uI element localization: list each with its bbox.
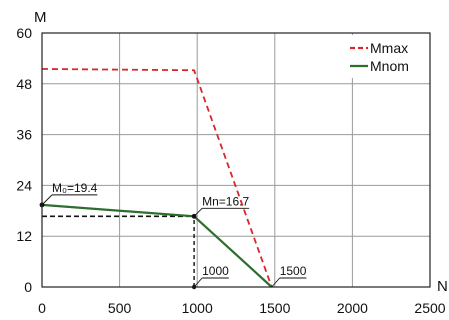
y-tick-label: 60 — [16, 25, 32, 41]
series-group — [39, 68, 273, 290]
annotation-label: 1000 — [202, 264, 229, 278]
legend: Mmax Mnom — [343, 35, 428, 78]
legend-label: Mmax — [370, 40, 408, 56]
x-tick-label: 2000 — [337, 300, 368, 316]
annotation-label: Mn=16.7 — [202, 194, 249, 208]
annotations: M₀=19.4 Mn=16.7 1000 1500 — [41, 181, 307, 288]
x-tick-label: 2500 — [414, 300, 445, 316]
x-tick-label: 0 — [38, 300, 46, 316]
series-line-mmax — [41, 68, 273, 288]
y-tick-label: 36 — [16, 127, 32, 143]
x-tick-label: 500 — [108, 300, 132, 316]
x-axis-label: N — [437, 278, 448, 295]
series-line-mnom — [41, 203, 273, 288]
y-tick-label: 0 — [24, 279, 32, 295]
tick-labels: 0 500 1000 1500 2000 2500 0 12 24 36 48 60 — [16, 25, 445, 316]
reference-lines — [42, 215, 195, 287]
x-tick-label: 1000 — [182, 300, 213, 316]
y-axis-label: M — [34, 9, 47, 26]
x-tick-label: 1500 — [259, 300, 290, 316]
annotation-label: 1500 — [280, 264, 307, 278]
plot-border — [41, 32, 431, 288]
plot-frame — [41, 32, 431, 288]
annotation-leader — [271, 277, 281, 288]
annotation-leader — [41, 194, 53, 206]
legend-box — [343, 35, 428, 78]
annotation-leader — [193, 277, 203, 288]
y-tick-label: 24 — [16, 177, 32, 193]
annotation-label: M₀=19.4 — [52, 181, 98, 195]
y-tick-label: 12 — [16, 228, 32, 244]
y-tick-label: 48 — [16, 76, 32, 92]
annotation-leader — [193, 207, 203, 217]
legend-label: Mnom — [370, 58, 409, 74]
